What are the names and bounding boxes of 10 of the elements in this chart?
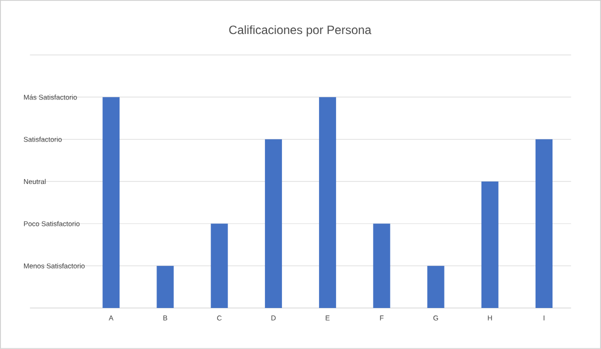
bar: [427, 266, 444, 308]
bar: [373, 224, 390, 308]
chart-title: Calificaciones por Persona: [229, 25, 372, 37]
bar: [102, 97, 120, 308]
bar: [156, 266, 174, 308]
bar: [264, 139, 282, 308]
bar: [319, 97, 336, 308]
bar: [210, 224, 228, 308]
bar: [536, 139, 553, 308]
bar: [481, 182, 498, 308]
